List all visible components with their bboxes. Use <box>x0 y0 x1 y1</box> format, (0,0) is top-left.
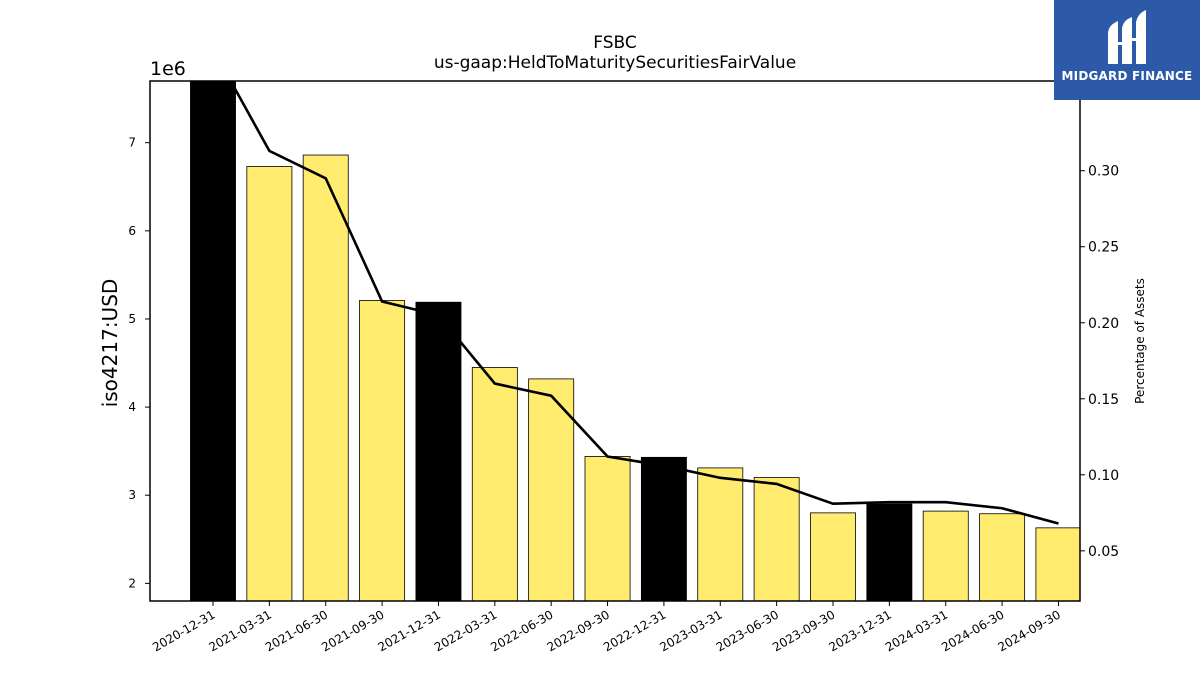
bar-2023-06-30 <box>753 477 800 601</box>
bar-2023-09-30 <box>810 512 856 601</box>
y2-axis-label: Percentage of Assets <box>1133 278 1147 404</box>
bar-2021-12-31 <box>415 301 462 601</box>
y-tick-label: 7 <box>128 136 136 150</box>
y-axis-label: iso4217:USD <box>98 279 122 408</box>
line-group <box>229 81 1059 525</box>
percentage-line <box>229 81 1059 525</box>
chart-title: FSBC <box>593 33 637 53</box>
y2-tick-label: 0.05 <box>1088 544 1119 560</box>
bars-group <box>190 81 1080 601</box>
x-tick-label: 2023-09-30 <box>770 607 837 654</box>
y-tick-label: 2 <box>128 576 136 590</box>
x-tick-label: 2020-12-31 <box>150 607 217 654</box>
bar-2021-09-30 <box>359 300 406 601</box>
x-axis: 2020-12-312021-03-312021-06-302021-09-30… <box>150 601 1063 654</box>
y-axis-multiplier: 1e6 <box>150 58 186 80</box>
bar-2024-09-30 <box>1035 527 1080 601</box>
bar-2024-06-30 <box>979 513 1026 601</box>
bar-2021-03-31 <box>246 166 293 601</box>
x-tick-label: 2024-06-30 <box>939 607 1006 654</box>
y-tick-label: 3 <box>128 488 136 502</box>
plot-frame <box>149 80 1081 602</box>
x-tick-label: 2022-09-30 <box>545 607 612 654</box>
x-tick-label: 2023-06-30 <box>714 607 781 654</box>
x-tick-label: 2023-03-31 <box>657 607 724 654</box>
y2-tick-label: 0.20 <box>1088 316 1119 332</box>
x-tick-label: 2024-09-30 <box>996 607 1063 654</box>
bar-2023-12-31 <box>866 503 913 601</box>
midgard-finance-logo: MIDGARD FINANCE <box>1054 0 1200 100</box>
x-tick-label: 2021-03-31 <box>206 607 273 654</box>
x-tick-label: 2022-03-31 <box>432 607 499 654</box>
chart-subtitle: us-gaap:HeldToMaturitySecuritiesFairValu… <box>434 53 796 73</box>
bar-2022-06-30 <box>528 378 575 601</box>
x-tick-label: 2024-03-31 <box>883 607 950 654</box>
bar-2020-12-31 <box>190 81 236 601</box>
midgard-logo-icon <box>1108 10 1146 64</box>
x-tick-label: 2022-12-31 <box>601 607 668 654</box>
bar-2024-03-31 <box>922 510 969 601</box>
bar-2022-09-30 <box>584 456 631 601</box>
bar-2023-03-31 <box>697 467 744 601</box>
bar-2021-06-30 <box>302 154 349 601</box>
y2-tick-label: 0.30 <box>1088 164 1119 180</box>
y-tick-label: 6 <box>128 224 136 238</box>
x-tick-label: 2022-06-30 <box>488 607 555 654</box>
bar-2022-03-31 <box>471 367 518 601</box>
y2-tick-label: 0.15 <box>1088 392 1119 408</box>
y2-tick-label: 0.25 <box>1088 240 1119 256</box>
bar-2022-12-31 <box>640 456 687 601</box>
y2-axis: 0.050.100.150.200.250.300.35 <box>1080 88 1119 560</box>
y2-tick-label: 0.10 <box>1088 468 1119 484</box>
y-tick-label: 5 <box>128 312 136 326</box>
x-tick-label: 2021-06-30 <box>263 607 330 654</box>
x-tick-label: 2021-09-30 <box>319 607 386 654</box>
x-tick-label: 2023-12-31 <box>826 607 893 654</box>
y-tick-label: 4 <box>128 400 136 414</box>
y-axis: 2 3 4 5 6 7 <box>128 136 150 590</box>
x-tick-label: 2021-12-31 <box>376 607 443 654</box>
logo-text: MIDGARD FINANCE <box>1061 69 1193 83</box>
